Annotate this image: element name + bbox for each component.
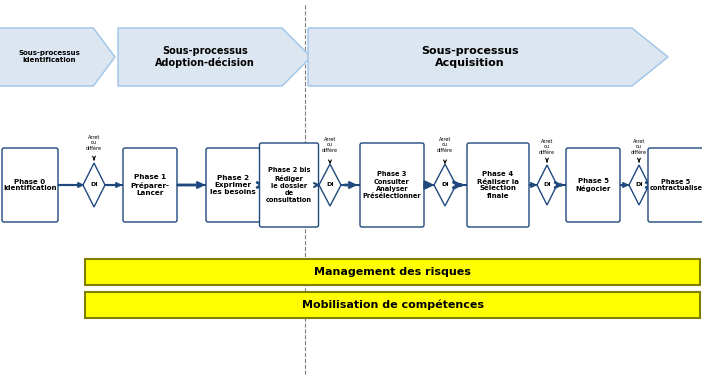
Text: Sous-processus
identification: Sous-processus identification <box>18 51 80 63</box>
FancyBboxPatch shape <box>648 148 702 222</box>
Text: Phase 1
Préparer-
Lancer: Phase 1 Préparer- Lancer <box>131 175 169 196</box>
Text: Phase 5
Négocier: Phase 5 Négocier <box>576 178 611 192</box>
FancyBboxPatch shape <box>85 259 700 285</box>
Text: DI: DI <box>543 182 551 187</box>
Text: Arret
ou
diffère: Arret ou diffère <box>539 139 555 155</box>
Text: Phase 2
Exprimer
les besoins: Phase 2 Exprimer les besoins <box>210 175 256 195</box>
FancyBboxPatch shape <box>260 143 319 227</box>
FancyBboxPatch shape <box>2 148 58 222</box>
Text: Phase 2 bis
Rédiger
le dossier
de
consultation: Phase 2 bis Rédiger le dossier de consul… <box>266 167 312 202</box>
Text: DI: DI <box>90 182 98 187</box>
Text: DI: DI <box>441 182 449 187</box>
Text: DI: DI <box>635 182 643 187</box>
Polygon shape <box>118 28 311 86</box>
Text: Phase 5
contractualise: Phase 5 contractualise <box>649 178 702 192</box>
Text: Phase 4
Réaliser la
Sélection
finale: Phase 4 Réaliser la Sélection finale <box>477 172 519 199</box>
Text: Phase 0
Identification: Phase 0 Identification <box>4 178 57 192</box>
Text: DI: DI <box>326 182 334 187</box>
Text: Sous-processus
Adoption-décision: Sous-processus Adoption-décision <box>155 46 255 68</box>
Text: Arret
ou
diffère: Arret ou diffère <box>322 137 338 153</box>
FancyBboxPatch shape <box>467 143 529 227</box>
Text: Arret
ou
diffère: Arret ou diffère <box>86 135 102 151</box>
Text: Arret
ou
diffère: Arret ou diffère <box>437 137 453 153</box>
Polygon shape <box>629 165 649 205</box>
Text: Phase 3
Consulter
Analyser
Présélectionner: Phase 3 Consulter Analyser Présélectionn… <box>363 172 421 199</box>
FancyBboxPatch shape <box>566 148 620 222</box>
Polygon shape <box>319 164 341 206</box>
FancyBboxPatch shape <box>360 143 424 227</box>
Text: Sous-processus
Acquisition: Sous-processus Acquisition <box>421 46 519 68</box>
FancyBboxPatch shape <box>206 148 260 222</box>
Text: Arret
ou
diffère: Arret ou diffère <box>631 139 647 155</box>
Polygon shape <box>308 28 668 86</box>
Polygon shape <box>434 164 456 206</box>
FancyBboxPatch shape <box>85 292 700 318</box>
Text: Management des risques: Management des risques <box>314 267 471 277</box>
Polygon shape <box>83 163 105 207</box>
Text: Mobilisation de compétences: Mobilisation de compétences <box>301 300 484 310</box>
Polygon shape <box>537 165 557 205</box>
Polygon shape <box>0 28 115 86</box>
FancyBboxPatch shape <box>123 148 177 222</box>
